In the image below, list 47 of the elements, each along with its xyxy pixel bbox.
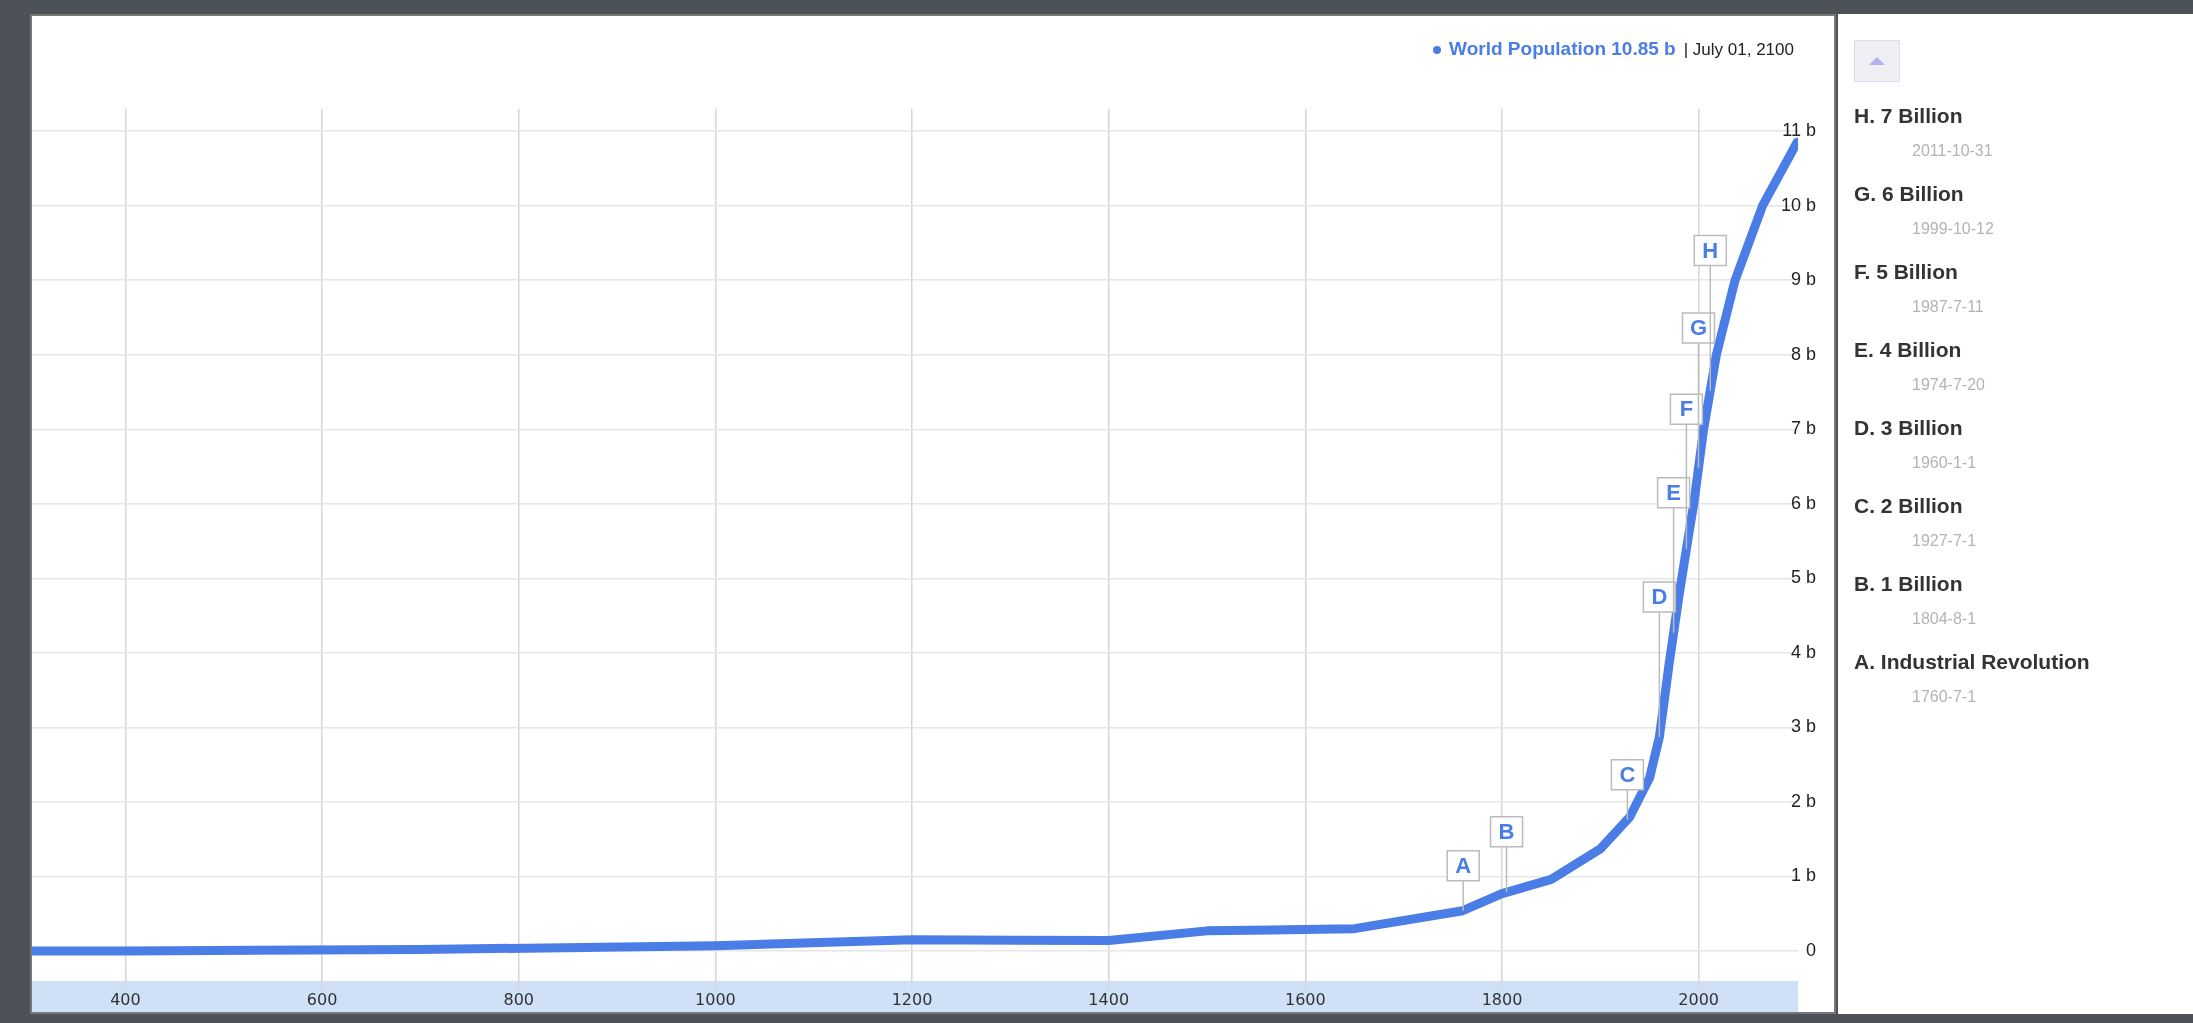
text: A. Industrial Revolution: [1854, 649, 2090, 675]
y-tick-label: 7 b: [1790, 418, 1816, 439]
text: 1999-10-12: [1911, 219, 1995, 239]
text: 1927-7-1: [1911, 531, 1978, 551]
x-tick-label: 400: [110, 989, 141, 1009]
text: G. 6 Billion: [1854, 181, 1965, 207]
y-tick-label: 0: [1805, 939, 1816, 960]
annotation: E: [1666, 479, 1681, 505]
y-tick-label: 8 b: [1790, 343, 1816, 364]
text: F. 5 Billion: [1854, 259, 1959, 285]
annotation: G: [1689, 315, 1708, 341]
text: H. 7 Billion: [1854, 103, 1964, 129]
x-tick-label: 1600: [1285, 989, 1326, 1009]
text: C. 2 Billion: [1854, 493, 1964, 519]
x-tick-label: 600: [306, 989, 338, 1009]
y-tick-label: 4 b: [1790, 641, 1816, 662]
text: B. 1 Billion: [1854, 571, 1964, 597]
text: 1960-1-1: [1911, 453, 1978, 473]
annotation: B: [1498, 818, 1515, 844]
x-tick-label: 1800: [1481, 989, 1523, 1009]
y-tick-label: 10 b: [1780, 194, 1816, 215]
x-tick-label: 1000: [695, 989, 736, 1009]
annotation: C: [1619, 761, 1636, 787]
y-tick-label: 11 b: [1782, 120, 1816, 141]
y-tick-label: 6 b: [1790, 492, 1816, 513]
annotation: F: [1679, 396, 1694, 422]
x-tick-label: 1200: [891, 989, 933, 1009]
annotation: H: [1702, 237, 1719, 263]
text: World Population 10.85 b: [1449, 38, 1676, 59]
annotation: D: [1651, 584, 1668, 610]
text: | July 01, 2100: [1683, 40, 1794, 59]
text: D. 3 Billion: [1854, 415, 1964, 441]
y-tick-label: 3 b: [1790, 716, 1816, 737]
text: 2011-10-31: [1911, 141, 1994, 161]
x-tick-label: 2000: [1678, 989, 1720, 1009]
y-tick-label: 2 b: [1790, 790, 1816, 811]
text: E. 4 Billion: [1854, 337, 1963, 363]
text: 1987-7-11: [1911, 297, 1985, 317]
y-tick-label: 1 b: [1790, 865, 1816, 886]
x-tick-label: 800: [503, 989, 535, 1009]
annotation: A: [1455, 852, 1472, 878]
y-tick-label: 5 b: [1790, 567, 1816, 588]
text: 1974-7-20: [1911, 375, 1986, 395]
text: 1760-7-1: [1911, 687, 1978, 707]
y-tick-label: 9 b: [1790, 269, 1816, 290]
x-tick-label: 1400: [1088, 989, 1130, 1009]
text: 1804-8-1: [1911, 609, 1978, 629]
